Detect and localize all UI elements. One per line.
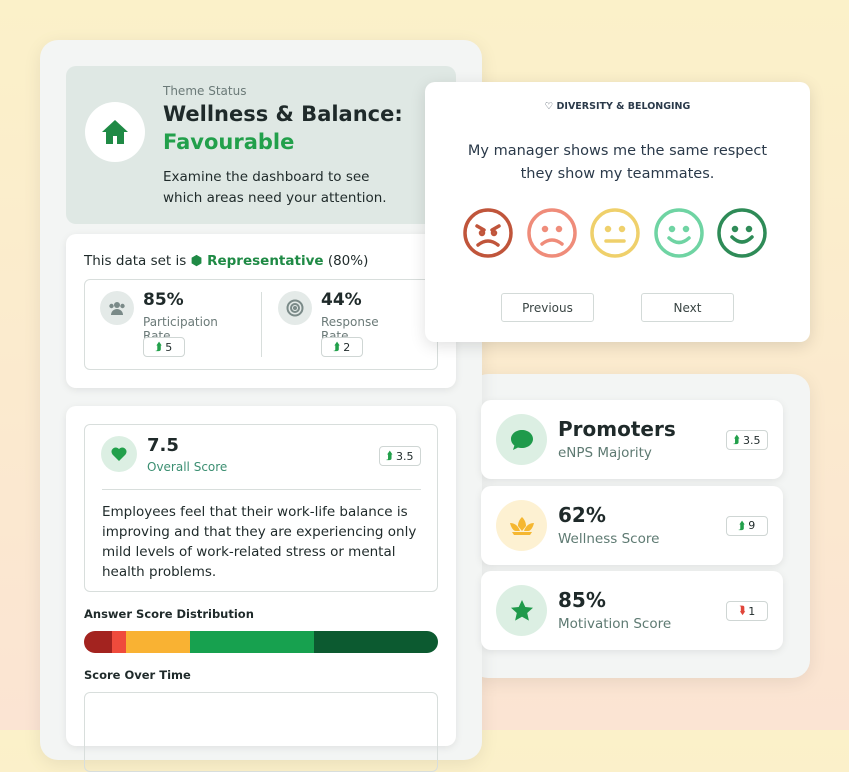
- metric-badge: ⮭ 5: [143, 337, 185, 357]
- metric-icon: [278, 291, 312, 325]
- stat-label: eNPS Majority: [558, 445, 652, 461]
- metric-value: 85%: [143, 290, 184, 310]
- theme-label: Theme Status: [163, 84, 247, 98]
- stat-value: 62%: [558, 502, 606, 527]
- stat-change: 1: [748, 604, 756, 618]
- dataset-share: (80%): [327, 253, 369, 269]
- distribution-segment: [112, 631, 127, 653]
- stat-card: 85% Motivation Score ⮯ 1: [481, 571, 783, 650]
- metrics-box: [84, 279, 438, 370]
- dataset-status: Representative: [207, 253, 324, 269]
- stat-card: Promoters eNPS Majority ⮭ 3.5: [481, 400, 783, 479]
- emoji-very-bad: [463, 208, 513, 258]
- distribution-title: Answer Score Distribution: [84, 607, 254, 621]
- over-time-title: Score Over Time: [84, 668, 191, 682]
- emoji-scale: [463, 208, 767, 258]
- metric-badge: ⮭ 2: [321, 337, 363, 357]
- previous-button[interactable]: Previous: [501, 293, 594, 322]
- distribution-segment: [126, 631, 191, 653]
- score-text: Employees feel that their work-life bala…: [102, 504, 417, 580]
- stat-label: Motivation Score: [558, 616, 672, 632]
- theme-status: Favourable: [163, 130, 295, 154]
- survey-card: ♡ DIVERSITY & BELONGING My manager shows…: [425, 82, 810, 342]
- stat-badge: ⮭ 3.5: [726, 430, 768, 450]
- theme-description: Examine the dashboard to see which areas…: [163, 169, 387, 206]
- metric-value: 44%: [321, 290, 362, 310]
- dataset-prefix: This data set is: [84, 253, 187, 269]
- survey-question: My manager shows me the same respect the…: [467, 143, 768, 182]
- stat-card: 62% Wellness Score ⮭ 9: [481, 485, 783, 565]
- distribution-segment: [190, 631, 315, 653]
- distribution-bar: [84, 631, 438, 653]
- dataset-card: This data set is ⬢ Representative (80%): [66, 234, 456, 388]
- emoji-bad: [527, 208, 577, 258]
- metric-icon: [100, 291, 134, 325]
- home-icon: [85, 102, 145, 162]
- score-box: 7.5 Overall Score ⮭ 3.5 Employees feel th…: [84, 424, 438, 592]
- score-badge: ⮭ 3.5: [379, 446, 421, 466]
- stat-change: 3.5: [743, 433, 761, 447]
- next-button[interactable]: Next: [641, 293, 734, 322]
- metric-change: 5: [165, 340, 173, 354]
- stat-value: 85%: [558, 588, 606, 612]
- stat-icon: [496, 499, 547, 551]
- score-card: 7.5 Overall Score ⮭ 3.5 Employees feel th…: [66, 406, 456, 772]
- distribution-segment: [84, 631, 113, 653]
- survey-category: DIVERSITY & BELONGING: [556, 101, 691, 112]
- over-time-box: [84, 692, 438, 772]
- dataset-line: This data set is ⬢ Representative (80%): [84, 253, 369, 269]
- theme-title: Wellness & Balance:: [163, 102, 403, 126]
- stat-change: 9: [748, 519, 756, 532]
- stat-badge: ⮭ 9: [726, 515, 768, 536]
- stat-badge: ⮯ 1: [726, 601, 768, 621]
- theme-card: Theme Status Wellness & Balance: Favoura…: [66, 66, 456, 224]
- metric-change: 2: [343, 340, 351, 354]
- score-label: Overall Score: [147, 460, 228, 474]
- emoji-neutral: [590, 208, 640, 258]
- stat-icon: [496, 585, 547, 636]
- emoji-very-good: [717, 208, 767, 258]
- survey-category-line: ♡ DIVERSITY & BELONGING: [544, 101, 691, 112]
- stat-icon: [496, 414, 547, 465]
- stat-value: Promoters: [558, 417, 676, 441]
- score-value: 7.5: [147, 435, 179, 456]
- emoji-good: [654, 208, 704, 258]
- stat-label: Wellness Score: [558, 530, 660, 547]
- distribution-segment: [314, 631, 438, 653]
- score-change: 3.5: [396, 449, 414, 463]
- heart-icon: [101, 436, 137, 472]
